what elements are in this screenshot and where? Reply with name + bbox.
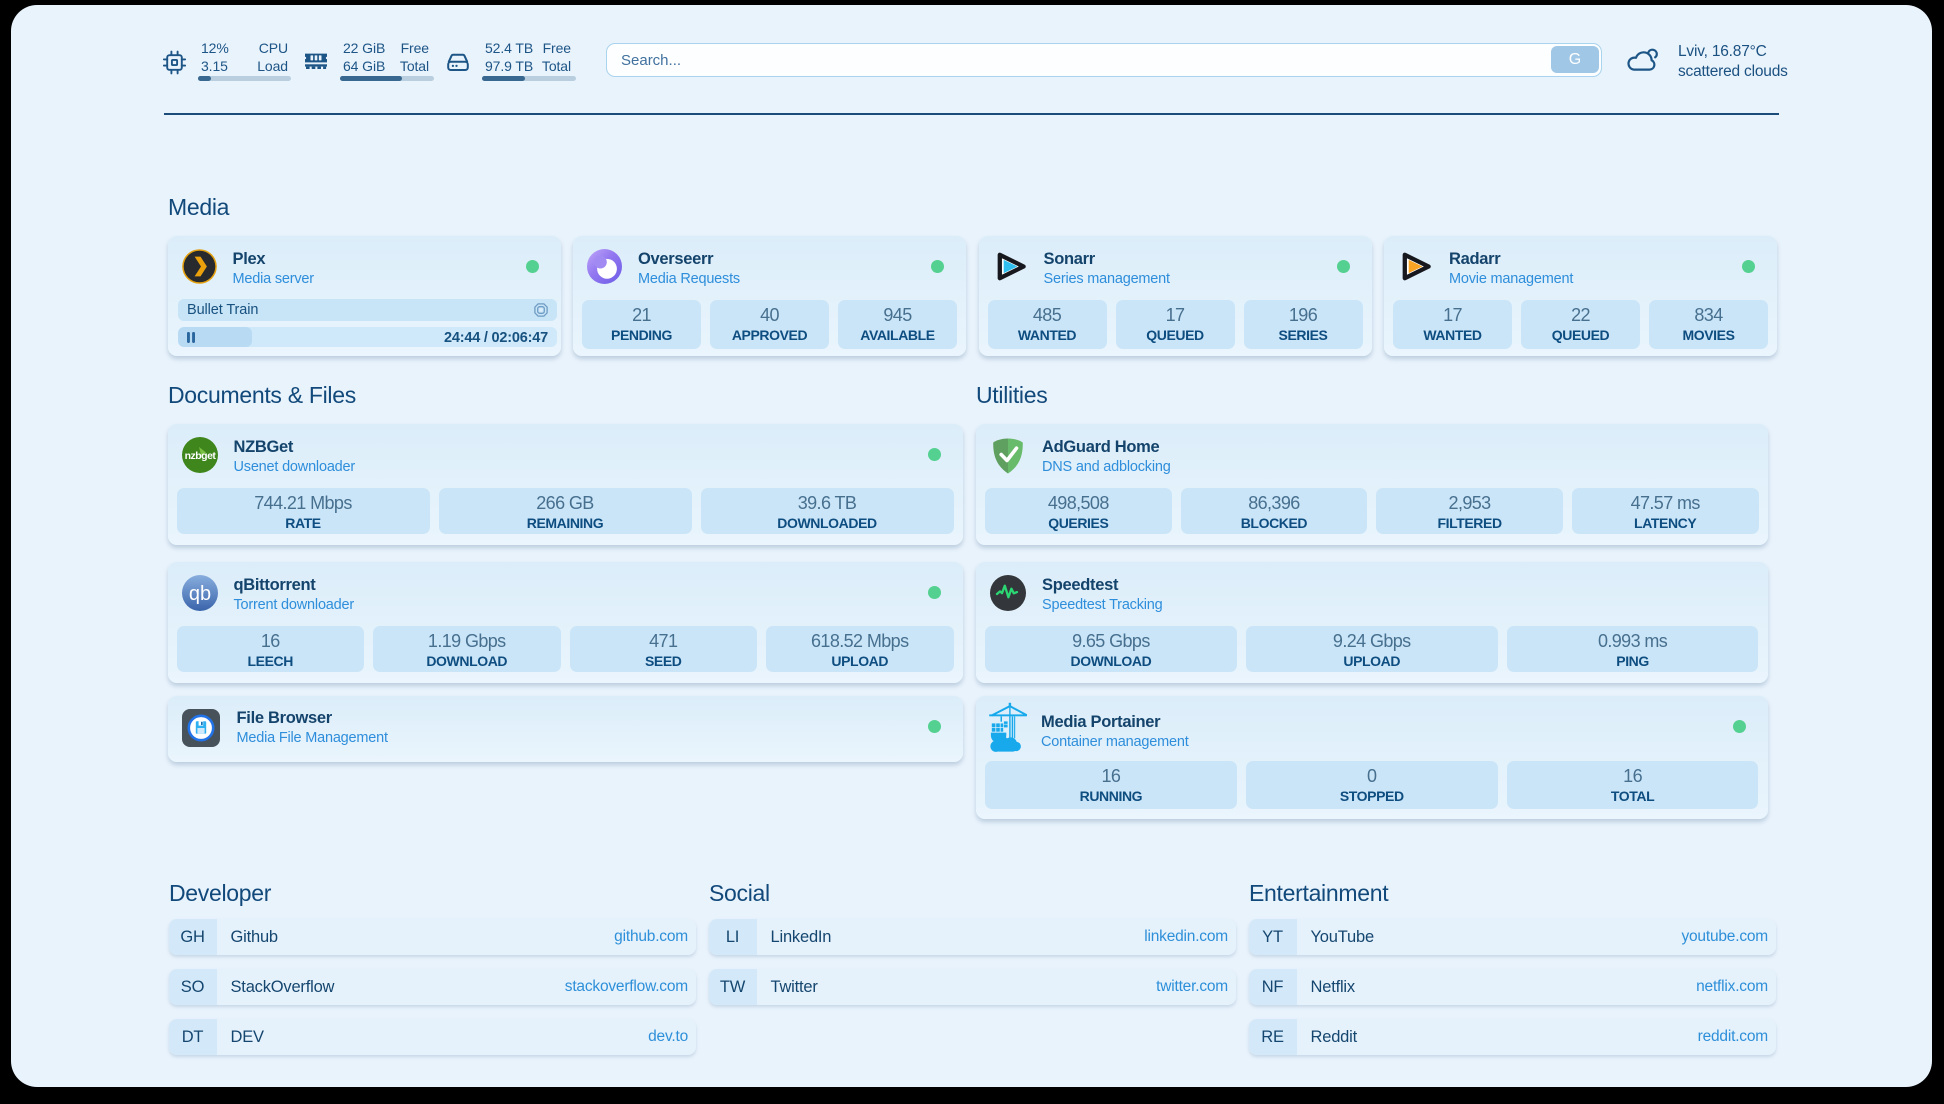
svg-text:nzbget: nzbget (184, 450, 216, 462)
svg-text:qb: qb (188, 583, 210, 605)
